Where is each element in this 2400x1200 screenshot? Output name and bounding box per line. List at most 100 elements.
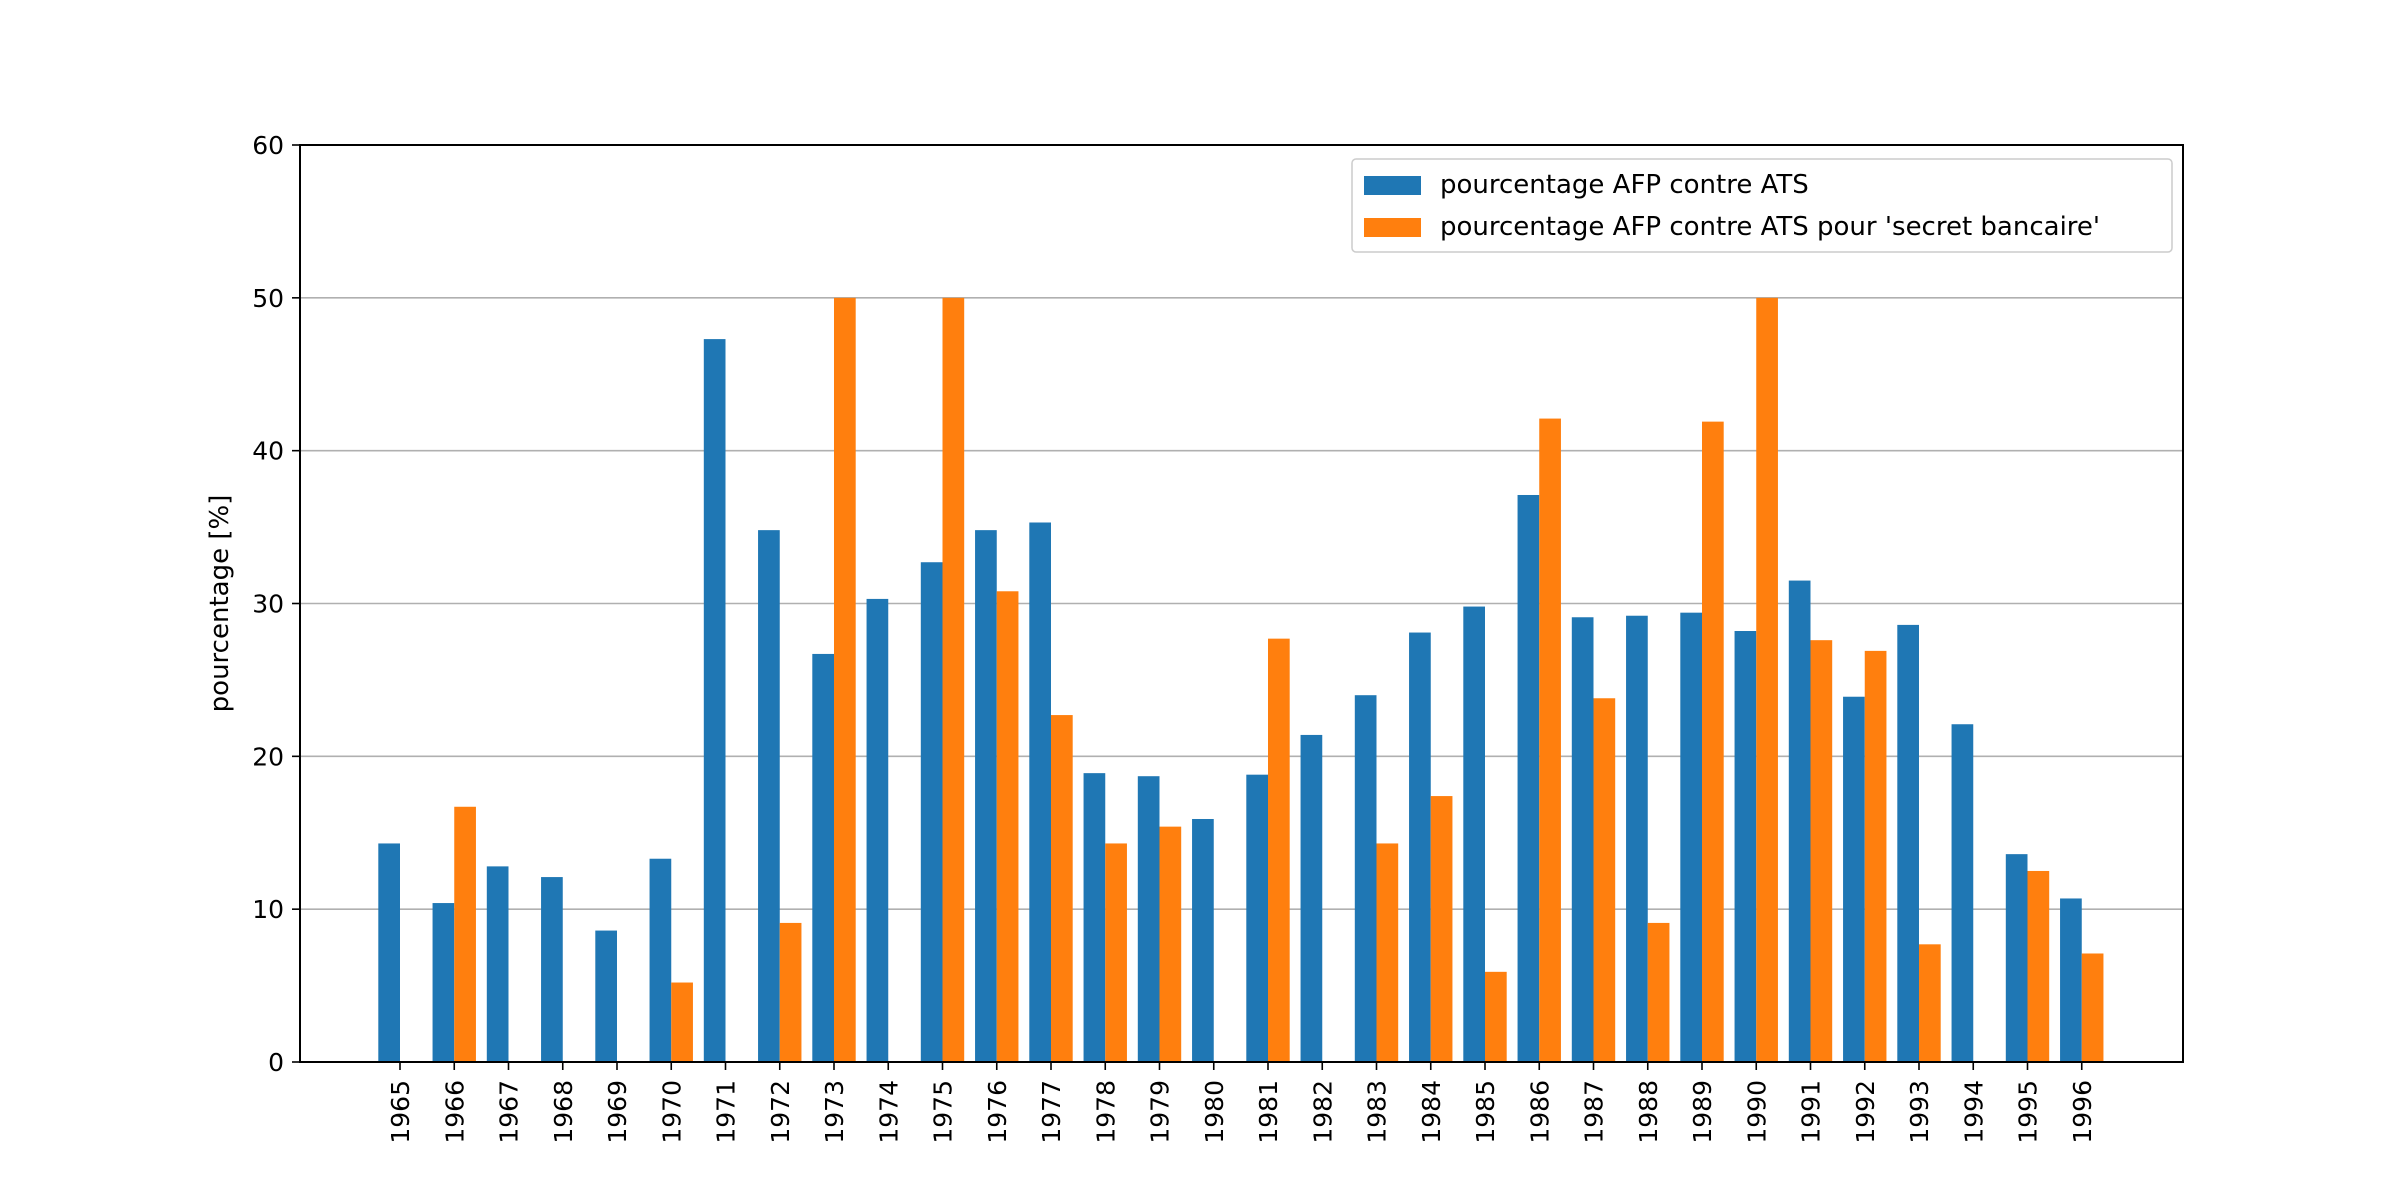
- bar-secret-bancaire-1989: [1702, 421, 1724, 1063]
- bar-secret-bancaire-1991: [1810, 640, 1833, 1062]
- x-tick-label: 1988: [1634, 1080, 1663, 1144]
- bar-secret-bancaire-1987: [1593, 698, 1616, 1062]
- bar-afp-ats-1987: [1571, 617, 1594, 1062]
- bar-secret-bancaire-1993: [1919, 944, 1941, 1062]
- bar-secret-bancaire-1988: [1647, 922, 1670, 1062]
- x-tick-label: 1987: [1580, 1080, 1609, 1144]
- x-tick-label: 1992: [1851, 1080, 1880, 1144]
- x-tick-label: 1969: [603, 1080, 632, 1144]
- x-tick-label: 1981: [1254, 1080, 1283, 1144]
- bar-afp-ats-1990: [1734, 631, 1757, 1062]
- legend: pourcentage AFP contre ATS pourcentage A…: [1351, 158, 2173, 253]
- bar-secret-bancaire-1981: [1268, 638, 1290, 1062]
- y-axis-label: pourcentage [%]: [205, 495, 235, 713]
- x-tick-label: 1983: [1363, 1080, 1392, 1144]
- x-tick-label: 1973: [820, 1080, 849, 1144]
- x-tick-label: 1996: [2068, 1080, 2097, 1144]
- bar-afp-ats-1983: [1354, 695, 1377, 1062]
- bar-afp-ats-1967: [486, 866, 509, 1062]
- x-tick-label: 1990: [1742, 1080, 1771, 1144]
- x-tick-label: 1989: [1688, 1080, 1717, 1144]
- x-tick-label: 1970: [657, 1080, 686, 1144]
- bar-afp-ats-1966: [432, 903, 455, 1062]
- y-tick-label: 40: [252, 437, 284, 466]
- bar-afp-ats-1970: [649, 858, 672, 1062]
- bar-secret-bancaire-1990: [1756, 297, 1778, 1062]
- bar-afp-ats-1971: [703, 339, 726, 1062]
- legend-box: [1351, 158, 2173, 253]
- bar-secret-bancaire-1966: [454, 806, 476, 1062]
- bar-afp-ats-1992: [1843, 696, 1865, 1062]
- bar-afp-ats-1995: [2005, 854, 2028, 1062]
- bar-afp-ats-1979: [1137, 776, 1160, 1062]
- x-tick-label: 1986: [1525, 1080, 1554, 1144]
- bar-secret-bancaire-1979: [1159, 826, 1182, 1062]
- bar-secret-bancaire-1972: [779, 922, 802, 1062]
- bar-afp-ats-1986: [1517, 494, 1540, 1062]
- x-tick-label: 1993: [1905, 1080, 1934, 1144]
- bar-afp-ats-1977: [1029, 522, 1051, 1062]
- y-tick-label: 50: [252, 284, 284, 313]
- y-tick-label: 20: [252, 742, 284, 771]
- bar-afp-ats-1975: [920, 562, 943, 1062]
- y-tick-label: 0: [268, 1048, 284, 1077]
- bar-secret-bancaire-1984: [1430, 796, 1453, 1062]
- legend-swatch-afp-ats: [1364, 176, 1421, 195]
- bar-afp-ats-1984: [1409, 632, 1431, 1062]
- legend-label-secret-bancaire: pourcentage AFP contre ATS pour 'secret …: [1440, 212, 2100, 242]
- x-axis: 1965 1966 1967 1968 1969 1970 1971 1972 1973 1974…: [386, 1062, 2097, 1144]
- y-tick-label: 10: [252, 895, 284, 924]
- x-tick-label: 1980: [1200, 1080, 1229, 1144]
- legend-label-afp-ats: pourcentage AFP contre ATS: [1440, 170, 1809, 200]
- bar-secret-bancaire-1986: [1539, 418, 1561, 1062]
- x-tick-label: 1982: [1308, 1080, 1337, 1144]
- x-tick-label: 1985: [1471, 1080, 1500, 1144]
- bar-secret-bancaire-1970: [671, 982, 693, 1062]
- bar-secret-bancaire-1985: [1485, 971, 1507, 1062]
- bar-afp-ats-1994: [1951, 724, 1974, 1062]
- bar-secret-bancaire-1973: [834, 297, 856, 1062]
- bar-afp-ats-1982: [1300, 734, 1323, 1062]
- legend-swatch-secret-bancaire: [1364, 218, 1421, 237]
- bar-afp-ats-1978: [1083, 773, 1106, 1062]
- bar-afp-ats-1968: [541, 877, 563, 1062]
- bar-afp-ats-1993: [1897, 624, 1919, 1062]
- x-tick-label: 1975: [929, 1080, 958, 1144]
- bar-afp-ats-1976: [975, 530, 997, 1062]
- bar-secret-bancaire-1992: [1864, 650, 1887, 1062]
- x-tick-label: 1977: [1037, 1080, 1066, 1144]
- bar-afp-ats-1972: [758, 530, 780, 1062]
- x-tick-label: 1966: [440, 1080, 469, 1144]
- bar-secret-bancaire-1976: [996, 591, 1019, 1062]
- bar-secret-bancaire-1983: [1376, 843, 1399, 1062]
- bar-afp-ats-1981: [1246, 774, 1268, 1062]
- x-tick-label: 1965: [386, 1080, 415, 1144]
- bar-afp-ats-1996: [2060, 898, 2082, 1062]
- bars: [378, 297, 2104, 1063]
- x-tick-label: 1994: [1959, 1080, 1988, 1144]
- y-axis: 0 10 20 30 40 50 60: [252, 131, 300, 1077]
- y-tick-label: 60: [252, 131, 284, 160]
- bar-secret-bancaire-1975: [942, 297, 965, 1062]
- bar-afp-ats-1989: [1680, 612, 1702, 1062]
- x-tick-label: 1974: [874, 1080, 903, 1144]
- bar-secret-bancaire-1995: [2027, 870, 2050, 1062]
- x-tick-label: 1972: [766, 1080, 795, 1144]
- bar-afp-ats-1965: [378, 843, 400, 1062]
- bar-secret-bancaire-1996: [2081, 953, 2104, 1062]
- bar-afp-ats-1985: [1463, 606, 1485, 1062]
- x-tick-label: 1967: [495, 1080, 524, 1144]
- bar-afp-ats-1973: [812, 653, 834, 1062]
- x-tick-label: 1984: [1417, 1080, 1446, 1144]
- bar-secret-bancaire-1978: [1105, 843, 1127, 1062]
- bar-afp-ats-1991: [1788, 580, 1811, 1062]
- bar-afp-ats-1974: [866, 598, 889, 1062]
- x-tick-label: 1976: [983, 1080, 1012, 1144]
- x-tick-label: 1991: [1797, 1080, 1826, 1144]
- bar-secret-bancaire-1977: [1051, 715, 1073, 1062]
- x-tick-label: 1968: [549, 1080, 578, 1144]
- y-tick-label: 30: [252, 590, 284, 619]
- x-tick-label: 1979: [1146, 1080, 1175, 1144]
- x-tick-label: 1971: [712, 1080, 741, 1144]
